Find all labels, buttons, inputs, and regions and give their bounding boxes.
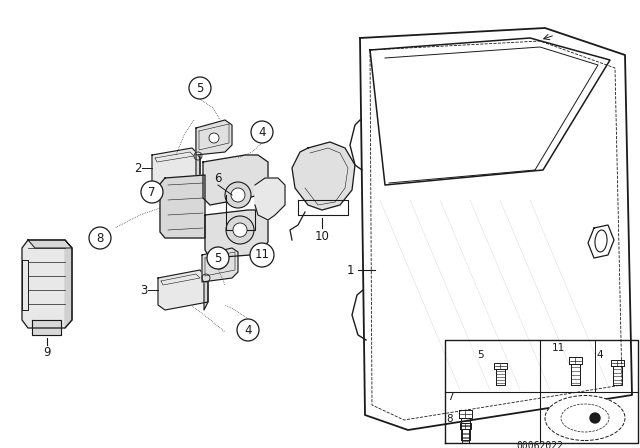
Text: 8: 8	[96, 232, 104, 245]
Polygon shape	[32, 320, 61, 335]
Text: 3: 3	[140, 284, 148, 297]
Circle shape	[89, 227, 111, 249]
Ellipse shape	[561, 404, 609, 432]
Polygon shape	[65, 240, 72, 328]
Text: 10: 10	[315, 229, 330, 242]
Text: 4: 4	[244, 323, 252, 336]
Text: 5: 5	[214, 251, 221, 264]
Text: 1: 1	[346, 263, 354, 276]
Polygon shape	[22, 240, 72, 328]
Text: 4: 4	[596, 350, 604, 360]
Circle shape	[237, 319, 259, 341]
Text: 7: 7	[447, 392, 453, 402]
Polygon shape	[28, 240, 72, 248]
Circle shape	[231, 188, 245, 202]
Polygon shape	[202, 248, 238, 282]
Circle shape	[209, 133, 219, 143]
Circle shape	[233, 223, 247, 237]
Polygon shape	[158, 270, 208, 310]
Polygon shape	[204, 255, 208, 310]
Text: 9: 9	[44, 346, 51, 359]
Text: 11: 11	[552, 343, 564, 353]
Circle shape	[189, 77, 211, 99]
Polygon shape	[196, 130, 200, 188]
Text: 6: 6	[214, 172, 221, 185]
Text: 2: 2	[134, 161, 141, 175]
Circle shape	[215, 259, 225, 269]
Text: 7: 7	[148, 185, 156, 198]
Text: 5: 5	[477, 350, 483, 360]
Text: 4: 4	[259, 125, 266, 138]
Circle shape	[251, 121, 273, 143]
Polygon shape	[205, 210, 268, 258]
Polygon shape	[255, 178, 285, 220]
Circle shape	[590, 413, 600, 423]
Polygon shape	[203, 155, 268, 205]
Text: 5: 5	[196, 82, 204, 95]
Polygon shape	[160, 175, 205, 238]
Polygon shape	[196, 120, 232, 155]
Circle shape	[226, 216, 254, 244]
Circle shape	[141, 181, 163, 203]
Text: 00062022: 00062022	[516, 441, 563, 448]
Circle shape	[250, 243, 274, 267]
Circle shape	[207, 247, 229, 269]
Circle shape	[225, 182, 251, 208]
Text: 11: 11	[255, 249, 269, 262]
Polygon shape	[292, 142, 355, 210]
Polygon shape	[152, 148, 200, 188]
Text: 8: 8	[447, 414, 453, 424]
Ellipse shape	[545, 396, 625, 440]
